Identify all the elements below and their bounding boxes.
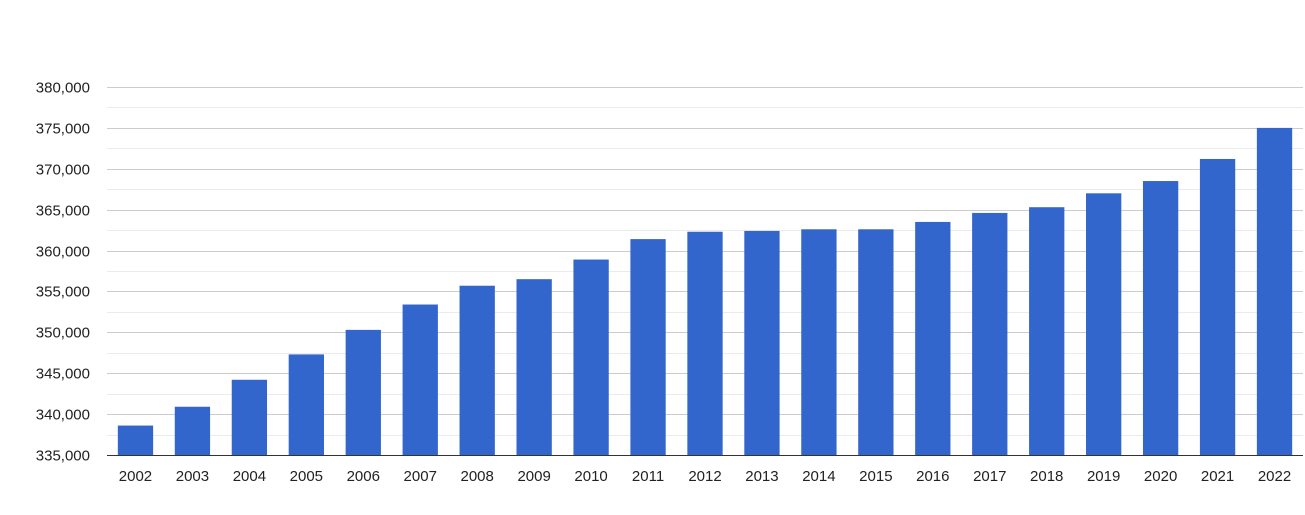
- x-tick-label: 2015: [859, 468, 892, 485]
- bar-2012: [687, 231, 723, 455]
- y-tick-label: 370,000: [36, 162, 90, 179]
- bar-2006: [345, 329, 381, 455]
- x-tick-label: 2009: [517, 468, 550, 485]
- bar-2021: [1199, 158, 1236, 455]
- bar-2013: [744, 230, 780, 455]
- x-tick-label: 2018: [1030, 468, 1063, 485]
- y-tick-label: 350,000: [36, 325, 90, 342]
- bar-2020: [1142, 181, 1179, 456]
- x-tick-label: 2021: [1201, 468, 1234, 485]
- y-tick-label: 365,000: [36, 203, 90, 220]
- x-tick-label: 2007: [404, 468, 437, 485]
- x-tick-label: 2002: [119, 468, 152, 485]
- bar-2007: [402, 304, 438, 455]
- x-tick-label: 2016: [916, 468, 949, 485]
- bar-2019: [1086, 193, 1122, 455]
- x-tick-label: 2012: [688, 468, 721, 485]
- x-tick-label: 2006: [347, 468, 380, 485]
- y-tick-label: 345,000: [36, 366, 90, 383]
- x-tick-label: 2011: [632, 468, 664, 485]
- x-axis-tick-labels: 2002 2003 2004 2005 2006 2007 2008 2009 2010 2011…: [119, 468, 1291, 485]
- y-tick-label: 375,000: [36, 121, 90, 138]
- x-tick-label: 2004: [233, 468, 266, 485]
- x-tick-label: 2005: [290, 468, 323, 485]
- bar-2016: [915, 221, 951, 455]
- x-tick-label: 2003: [176, 468, 209, 485]
- y-tick-label: 335,000: [36, 448, 90, 465]
- x-tick-label: 2017: [973, 468, 1006, 485]
- bar-2003: [174, 406, 211, 455]
- bar-2011: [630, 239, 666, 455]
- x-tick-label: 2013: [745, 468, 778, 485]
- bar-2018: [1029, 207, 1065, 455]
- bar-2017: [972, 212, 1008, 455]
- bar-2009: [516, 279, 552, 455]
- bar-2005: [288, 354, 324, 455]
- x-tick-label: 2020: [1144, 468, 1177, 485]
- bar-2004: [231, 379, 268, 455]
- y-tick-label: 360,000: [36, 244, 90, 261]
- x-tick-label: 2019: [1087, 468, 1120, 485]
- y-tick-label: 340,000: [36, 407, 90, 424]
- bar-2010: [573, 259, 609, 455]
- y-tick-label: 355,000: [36, 284, 90, 301]
- y-axis-tick-labels: 335,000 340,000 345,000 350,000 355,000 360,0…: [36, 80, 90, 465]
- x-tick-label: 2014: [802, 468, 835, 485]
- x-tick-label: 2010: [574, 468, 607, 485]
- y-tick-label: 380,000: [36, 80, 90, 97]
- x-tick-label: 2022: [1258, 468, 1291, 485]
- x-tick-label: 2008: [461, 468, 494, 485]
- bar-2008: [459, 285, 495, 455]
- bar-2015: [858, 229, 894, 455]
- bar-2002: [117, 425, 154, 455]
- bar-2014: [801, 229, 837, 455]
- bar-2022: [1256, 127, 1293, 455]
- bars: [117, 127, 1293, 456]
